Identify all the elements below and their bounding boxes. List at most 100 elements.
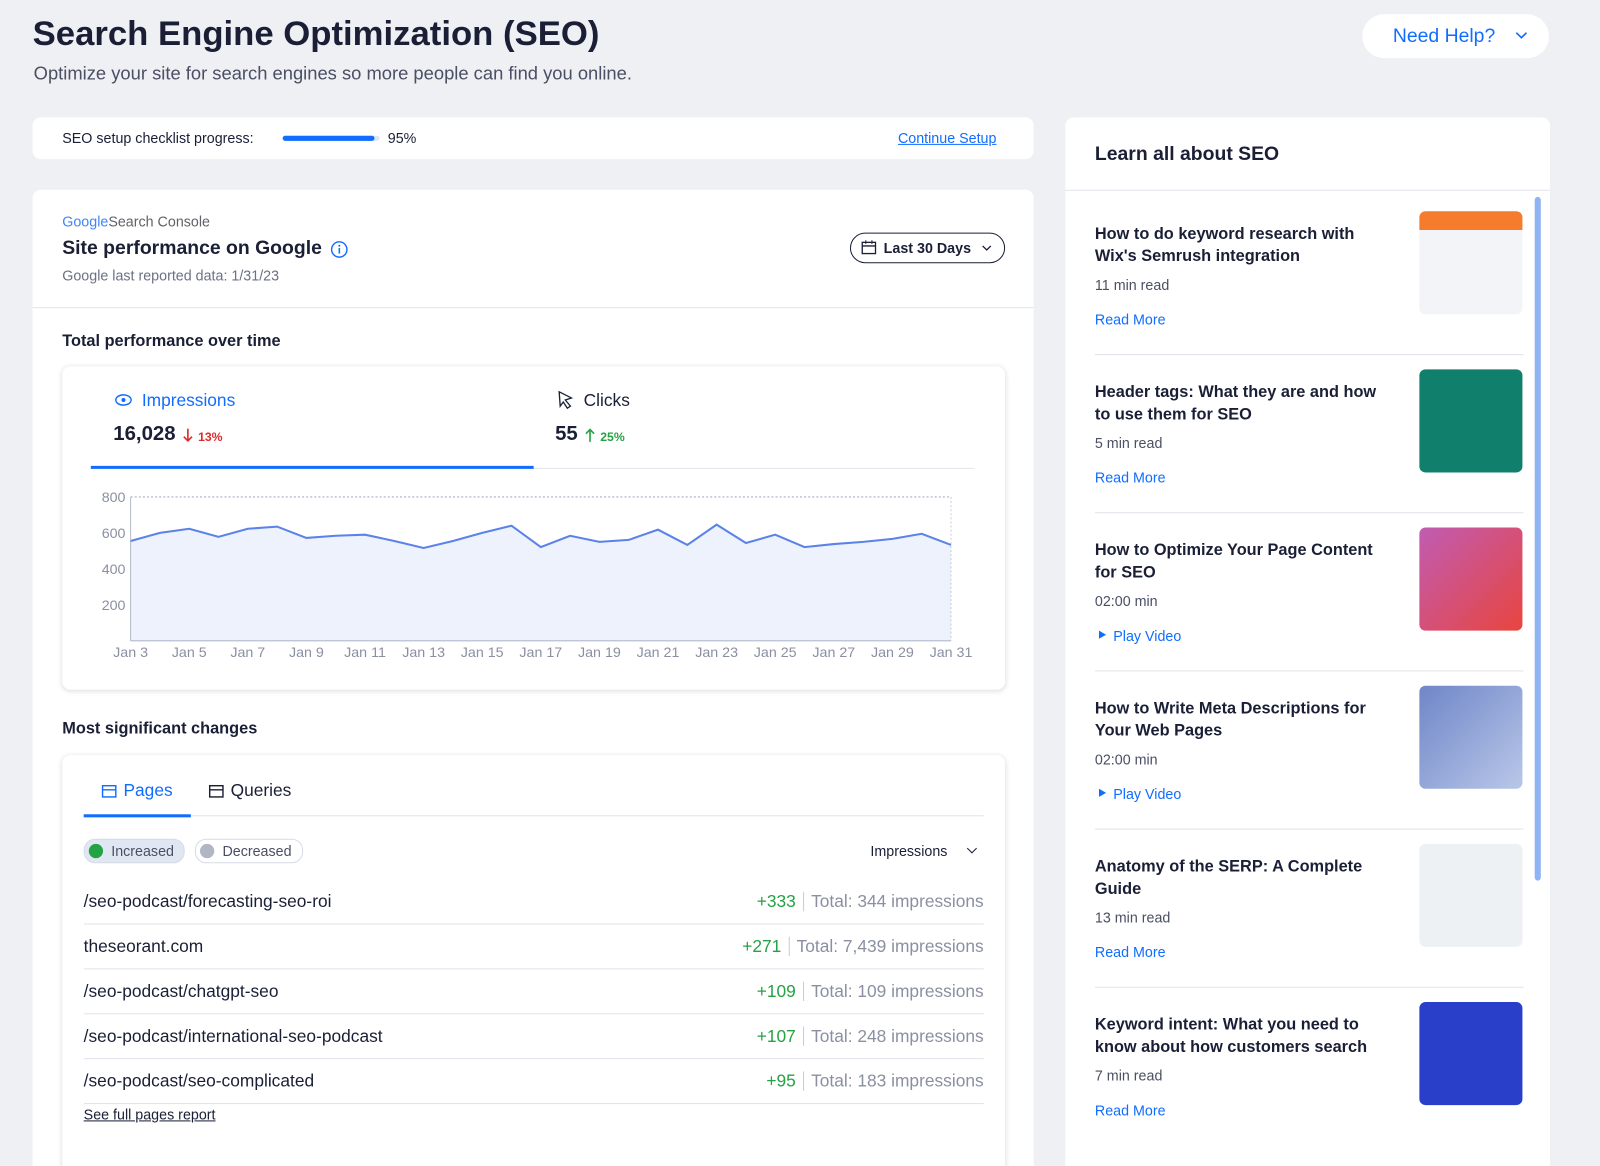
filter-label: Decreased [222, 842, 292, 860]
article-thumbnail [1419, 1002, 1523, 1106]
row-delta: +271 [742, 936, 790, 956]
learn-title: Learn all about SEO [1094, 143, 1280, 166]
help-button[interactable]: Need Help? [1362, 14, 1549, 59]
article-thumbnail [1419, 685, 1523, 789]
info-icon[interactable] [330, 241, 348, 258]
article-title: Header tags: What they are and how to us… [1094, 383, 1377, 424]
play-icon [1098, 788, 1107, 797]
article-action[interactable]: Play Video [1113, 627, 1182, 644]
row-stats: +107 Total: 248 impressions [756, 1026, 984, 1047]
row-delta: +333 [756, 891, 804, 912]
article: Header tags: What they are and how to us… [1094, 369, 1524, 514]
chip-dot [88, 843, 104, 859]
row-stats: +271 Total: 7,439 impressions [742, 936, 984, 957]
article-title: How to Write Meta Descriptions for Your … [1094, 699, 1366, 740]
article: How to do keyword research with Wix's Se… [1094, 211, 1524, 356]
scrollbar[interactable] [1534, 196, 1541, 881]
performance-card: GoogleSearch Console Site performance on… [32, 189, 1034, 1166]
logo-text: Google [62, 213, 109, 230]
filter-chip[interactable]: Increased [83, 838, 186, 864]
article: Keyword intent: What you need to know ab… [1094, 1002, 1524, 1145]
chip-dot [199, 843, 215, 859]
change-row: /seo-podcast/international-seo-podcast +1… [83, 1014, 984, 1060]
article-thumbnail [1419, 211, 1523, 315]
change-row: theseorant.com +271 Total: 7,439 impressio… [83, 924, 984, 970]
chart-card [62, 366, 1006, 690]
logo-suffix: Search Console [108, 213, 210, 230]
full-report-link[interactable]: See full pages report [83, 1106, 216, 1123]
checklist-label: SEO setup checklist progress: [62, 129, 254, 146]
article-title: Keyword intent: What you need to know ab… [1094, 1016, 1368, 1057]
row-stats: +95 Total: 183 impressions [766, 1071, 984, 1091]
tab-track [83, 815, 984, 817]
page-title: Search Engine Optimization (SEO) [32, 14, 600, 54]
tab-icon [101, 784, 117, 798]
article-action[interactable]: Play Video [1113, 785, 1182, 803]
row-path: /seo-podcast/seo-complicated [83, 1071, 315, 1091]
article-title: How to Optimize Your Page Content for SE… [1094, 541, 1373, 582]
article-action[interactable]: Read More [1094, 943, 1166, 961]
range-dropdown[interactable]: Last 30 Days [849, 232, 1006, 264]
row-path: /seo-podcast/forecasting-seo-roi [83, 891, 332, 912]
section-title: Most significant changes [62, 720, 258, 738]
row-delta: +95 [766, 1071, 804, 1091]
chevron [1515, 32, 1528, 39]
article: Anatomy of the SERP: A Complete Guide 13 … [1094, 843, 1524, 988]
changes-card: Pages Queries Increased Decreased Impression… [62, 755, 1006, 1166]
google-logo: GoogleSearch Console [62, 213, 210, 229]
article: How to Write Meta Descriptions for Your … [1094, 685, 1524, 830]
tab-label: Queries [230, 780, 292, 800]
help-label: Need Help? [1392, 25, 1496, 47]
divider [1065, 189, 1550, 191]
article-meta: 5 min read [1094, 434, 1163, 452]
progress-label: 95% [387, 129, 417, 146]
row-path: /seo-podcast/chatgpt-seo [83, 981, 279, 1002]
chevron [966, 843, 977, 854]
change-row: /seo-podcast/forecasting-seo-roi +333 Tota… [83, 880, 984, 925]
article-thumbnail [1419, 369, 1523, 473]
row-total: Total: 248 impressions [811, 1026, 984, 1046]
row-stats: +109 Total: 109 impressions [756, 981, 984, 1002]
tab-icon [208, 784, 224, 798]
calendar-icon [861, 240, 877, 255]
change-row: /seo-podcast/seo-complicated +95 Total: 18… [83, 1059, 984, 1105]
filter-label: Increased [111, 842, 174, 860]
article-meta: 11 min read [1094, 276, 1170, 293]
row-path: /seo-podcast/international-seo-podcast [83, 1026, 383, 1046]
tab-indicator [83, 814, 191, 818]
row-delta: +109 [756, 981, 804, 1001]
article-meta: 02:00 min [1094, 751, 1158, 768]
sort-dropdown[interactable]: Impressions [870, 842, 948, 860]
article-meta: 02:00 min [1094, 592, 1158, 610]
range-label: Last 30 Days [883, 239, 972, 257]
reported-date: Google last reported data: 1/31/23 [62, 267, 280, 284]
performance-title: Site performance on Google [62, 237, 322, 260]
article-action[interactable]: Read More [1094, 311, 1166, 328]
article-thumbnail [1419, 527, 1523, 631]
row-total: Total: 109 impressions [811, 981, 984, 1002]
article-title: Anatomy of the SERP: A Complete Guide [1094, 858, 1363, 898]
row-total: Total: 344 impressions [811, 891, 984, 912]
play-icon [1098, 630, 1107, 639]
article-action[interactable]: Read More [1094, 469, 1166, 486]
progress-track [282, 135, 380, 141]
article-meta: 7 min read [1094, 1067, 1163, 1084]
article-thumbnail [1419, 843, 1523, 947]
article-meta: 13 min read [1094, 909, 1171, 926]
row-total: Total: 7,439 impressions [796, 936, 984, 957]
chevron [982, 245, 992, 251]
divider [32, 307, 1034, 309]
progress-bar [282, 135, 375, 141]
row-total: Total: 183 impressions [811, 1071, 984, 1091]
continue-link[interactable]: Continue Setup [897, 129, 997, 146]
row-delta: +107 [756, 1026, 804, 1046]
checklist-card: SEO setup checklist progress: 95% Contin… [32, 117, 1034, 160]
section-title: Total performance over time [62, 332, 281, 350]
article-title: How to do keyword research with Wix's Se… [1094, 225, 1355, 266]
article: How to Optimize Your Page Content for SE… [1094, 527, 1524, 672]
learn-card: Learn all about SEO How to do keyword re… [1065, 117, 1550, 1166]
article-action[interactable]: Read More [1094, 1102, 1166, 1119]
filter-chip[interactable]: Decreased [194, 838, 303, 864]
